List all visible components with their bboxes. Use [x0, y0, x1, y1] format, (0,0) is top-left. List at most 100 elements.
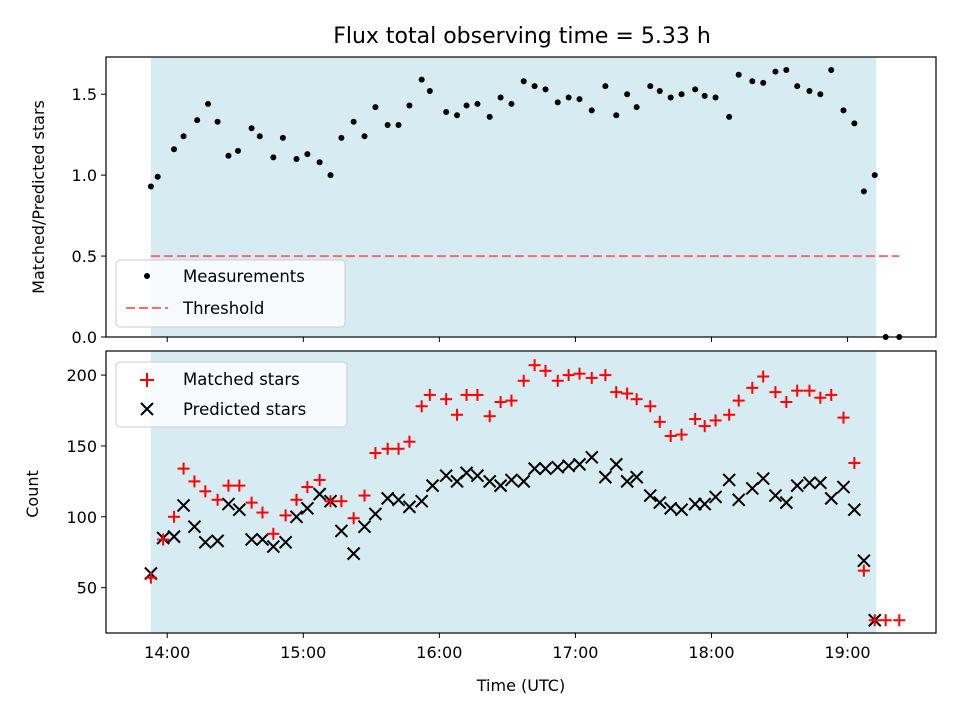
- predicted-star-point: [779, 495, 794, 510]
- y-tick-label: 50: [77, 579, 97, 598]
- matched-star-point: [585, 371, 598, 384]
- matched-star-point: [698, 420, 711, 433]
- x-tick-label: 14:00: [144, 643, 190, 662]
- measurement-point: [840, 107, 847, 114]
- measurement-point: [554, 99, 561, 106]
- predicted-star-point: [334, 524, 349, 538]
- bottom-y-axis-label: Count: [23, 470, 42, 518]
- bottom-x-ticks: 14:00 15:00 16:00 17:00 18:00 19:00: [144, 633, 871, 662]
- matched-star-point: [644, 400, 657, 413]
- measurement-point: [712, 94, 719, 101]
- matched-star-point: [528, 359, 541, 372]
- matched-star-point: [757, 370, 770, 383]
- measurement-point: [171, 146, 178, 153]
- chart-title: Flux total observing time = 5.33 h: [333, 24, 711, 49]
- measurement-point: [147, 183, 154, 190]
- measurement-point: [338, 134, 345, 141]
- matched-star-point: [392, 442, 405, 455]
- measurement-point: [851, 120, 858, 127]
- matched-star-point: [188, 475, 201, 488]
- predicted-star-point: [439, 468, 453, 483]
- predicted-star-point: [244, 532, 259, 547]
- predicted-star-point: [266, 539, 281, 554]
- matched-star-point: [769, 386, 782, 399]
- matched-star-point: [347, 512, 360, 525]
- predicted-star-point: [414, 494, 429, 508]
- top-legend-box: [115, 259, 346, 328]
- predicted-star-point: [517, 474, 531, 489]
- bottom-y-ticks: 50 100 150 200: [66, 366, 106, 598]
- predicted-star-point: [697, 497, 712, 511]
- matched-star-point: [451, 408, 464, 421]
- predicted-star-point: [278, 535, 293, 550]
- measurement-point: [293, 155, 300, 162]
- measurement-point: [806, 87, 813, 94]
- predicted-star-point: [847, 503, 862, 517]
- predicted-star-point: [289, 510, 304, 524]
- measurement-point: [565, 94, 572, 101]
- bottom-legend: Matched stars Predicted stars: [115, 361, 348, 428]
- predicted-star-point: [167, 529, 181, 544]
- matched-star-point: [358, 489, 371, 502]
- measurement-point: [735, 71, 742, 78]
- matched-star-point: [211, 493, 224, 506]
- matched-star-point: [848, 456, 861, 469]
- predicted-star-point: [688, 497, 702, 511]
- matched-star-point: [335, 495, 348, 508]
- measurement-point: [304, 151, 311, 158]
- x-tick-label: 18:00: [688, 643, 734, 662]
- predicted-star-point: [527, 461, 542, 476]
- measurement-point: [520, 78, 527, 85]
- legend-matched-marker: [140, 373, 154, 387]
- x-tick-label: 19:00: [825, 643, 871, 662]
- x-tick-label: 15:00: [280, 643, 326, 662]
- bottom-panel: 50 100 150 200 14:00 15:00 16:00 17:00 18:00 19:…: [23, 350, 937, 695]
- bottom-axes-frame: [105, 350, 937, 634]
- matched-star-marks: [144, 359, 906, 627]
- y-tick-label: 100: [66, 508, 97, 527]
- measurement-point: [180, 133, 187, 140]
- measurement-point: [633, 104, 640, 111]
- matched-star-point: [562, 369, 575, 382]
- matched-star-point: [857, 564, 870, 577]
- matched-star-point: [837, 411, 850, 424]
- matched-star-point: [675, 428, 688, 441]
- measurement-point: [828, 66, 835, 73]
- predicted-star-point: [824, 491, 838, 506]
- predicted-star-point: [482, 474, 497, 489]
- matched-star-point: [653, 415, 666, 428]
- matched-star-point: [290, 493, 303, 506]
- measurement-point: [270, 154, 277, 161]
- matched-star-point: [505, 394, 518, 407]
- predicted-star-point: [255, 532, 270, 547]
- measurement-point: [248, 125, 255, 132]
- measurement-point: [647, 83, 654, 90]
- y-tick-label: 0.5: [72, 247, 97, 266]
- matched-star-point: [879, 614, 892, 627]
- predicted-star-point: [609, 457, 623, 472]
- measurement-point: [279, 134, 286, 141]
- measurement-point: [205, 100, 212, 107]
- predicted-star-point: [402, 500, 417, 514]
- predicted-star-point: [176, 498, 191, 513]
- predicted-star-point: [210, 534, 225, 548]
- matched-star-point: [780, 396, 793, 409]
- predicted-star-point: [300, 501, 315, 516]
- matched-star-point: [483, 410, 496, 423]
- matched-star-point: [868, 614, 881, 627]
- matched-star-point: [144, 571, 157, 584]
- matched-star-point: [825, 388, 838, 401]
- matched-star-point: [621, 387, 634, 400]
- matched-star-point: [610, 386, 623, 399]
- predicted-star-point: [836, 480, 851, 494]
- y-tick-label: 200: [66, 366, 97, 385]
- measurement-point: [624, 91, 631, 98]
- measurement-point: [486, 113, 493, 120]
- matched-star-point: [599, 369, 612, 382]
- predicted-star-point: [722, 473, 736, 487]
- measurement-point: [234, 147, 241, 154]
- matched-star-point: [415, 400, 428, 413]
- measurement-point: [860, 188, 867, 195]
- predicted-star-point: [708, 490, 723, 504]
- x-axis-label: Time (UTC): [476, 676, 565, 695]
